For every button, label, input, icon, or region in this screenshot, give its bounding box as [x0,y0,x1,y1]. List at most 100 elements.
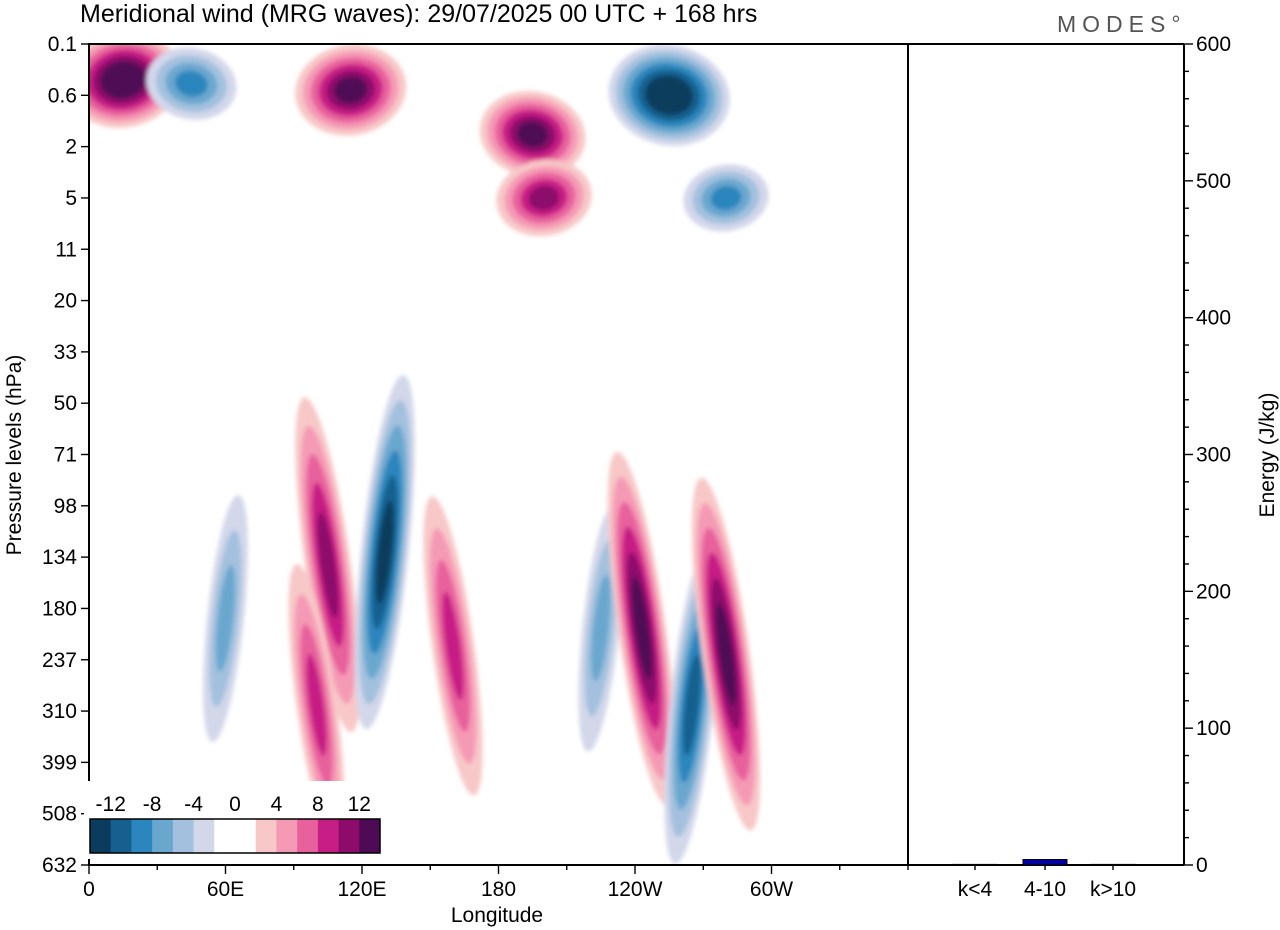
colorbar-label: -12 [96,793,126,816]
contour-level [442,591,464,701]
contour-level [710,185,742,211]
contour-blob [288,564,345,846]
colorbar-swatch [255,819,277,853]
contour-level [175,70,208,97]
x-tick-label: 60W [750,878,793,901]
contour-level [306,653,327,756]
x-tick-label: 120W [608,878,663,901]
chart-title: Meridional wind (MRG waves): 29/07/2025 … [80,0,757,28]
contour-level [716,602,736,706]
colorbar-swatch [297,819,319,853]
energy-tick-label: 200 [1196,580,1231,603]
colorbar: -12 -8 -4 0 4 8 12 [84,781,386,859]
colorbar-swatch [214,819,236,853]
y-tick-label: 50 [54,392,77,415]
y-tick-label: 98 [54,495,77,518]
contour-blob [146,47,237,120]
colorbar-label: -4 [184,793,203,816]
colorbar-swatch [152,819,174,853]
contour-blob [683,164,769,232]
colorbar-label: 4 [271,793,283,816]
contour-level [317,511,339,619]
energy-bars: k<4 4-10 k>10 [952,859,1136,901]
x-tick-label: 0 [83,878,95,901]
contour-blob [203,495,248,742]
energy-category-label: 4-10 [1024,878,1066,901]
contour-level [652,81,686,110]
contour-level [591,574,611,682]
pressure-axis: 0.1 0.6 2 5 11 20 33 50 71 98 134 180 237 310 399 508 63… [42,33,89,877]
contour-blob [89,44,182,128]
energy-axis-label: Energy (J/kg) [1256,393,1279,518]
energy-tick-label: 400 [1196,307,1231,330]
colorbar-swatch [131,819,153,853]
colorbar-swatch [359,819,381,853]
contour-blob [479,91,586,178]
colorbar-label: -8 [143,793,162,816]
x-tick-label: 60E [207,878,244,901]
energy-bar [952,863,998,866]
colorbar-label: 8 [312,793,324,816]
colorbar-label: 0 [229,793,241,816]
y-tick-label: 180 [42,597,77,620]
energy-tick-label: 500 [1196,170,1231,193]
y-tick-label: 11 [55,238,77,261]
colorbar-swatch [193,819,215,853]
contour-level [334,76,367,104]
energy-category-label: k>10 [1090,878,1136,901]
energy-category-label: k<4 [958,878,993,901]
y-tick-label: 237 [42,649,77,672]
contour-level [517,121,549,148]
y-tick-label: 0.6 [48,84,77,107]
y-tick-label: 508 [42,803,77,826]
energy-axis: 0 100 200 300 400 500 600 [1184,33,1231,877]
x-tick-label: 180 [481,878,516,901]
colorbar-swatch [110,819,132,853]
energy-tick-label: 600 [1196,33,1231,56]
y-tick-label: 134 [42,546,77,569]
y-tick-label: 5 [65,187,77,210]
contour-level [107,66,139,93]
colorbar-swatch [235,819,257,853]
colorbar-swatch [338,819,360,853]
x-axis-label: Longitude [451,904,543,927]
colorbar-label: 12 [348,793,371,816]
colorbar-frame [89,818,381,854]
x-tick-label: 120E [337,878,386,901]
contour-blob [423,496,483,796]
y-tick-label: 20 [54,290,77,313]
y-tick-label: 2 [65,136,77,159]
contour-blob [295,44,407,136]
contour-blob [607,451,677,805]
y-tick-label: 71 [54,444,77,467]
y-axis-label: Pressure levels (hPa) [3,355,26,556]
contour-level [528,185,560,211]
colorbar-swatch [317,819,340,853]
contour-level [631,576,652,680]
contour-blob [295,397,361,733]
contour-level [376,500,394,604]
energy-bar [1090,863,1136,866]
colorbar-swatch [172,819,195,853]
energy-tick-label: 300 [1196,444,1231,467]
contour-blob [691,477,761,831]
contour-blob [608,44,730,146]
energy-bar [1022,859,1068,866]
colorbar-swatch [276,819,298,853]
y-tick-label: 310 [42,700,77,723]
energy-tick-label: 0 [1196,854,1208,877]
brand-logo: MODES° [1057,11,1187,37]
colorbar-swatch [90,819,112,853]
energy-panel: 0 100 200 300 400 500 600 k<4 4-10 k>10 Energy (… [908,33,1279,901]
contour-plot: 0.1 0.6 2 5 11 20 33 50 71 98 134 180 237 310 399 508 63… [3,33,909,927]
longitude-axis: 0 60E 120E 180 120W 60W [83,865,909,901]
contour-blob [354,375,415,730]
y-tick-label: 0.1 [48,33,77,56]
contour-field [89,44,769,864]
contour-blob [496,159,592,237]
y-tick-label: 33 [54,341,77,364]
contour-level [215,565,236,672]
y-tick-label: 632 [42,854,77,877]
y-tick-label: 399 [42,751,77,774]
